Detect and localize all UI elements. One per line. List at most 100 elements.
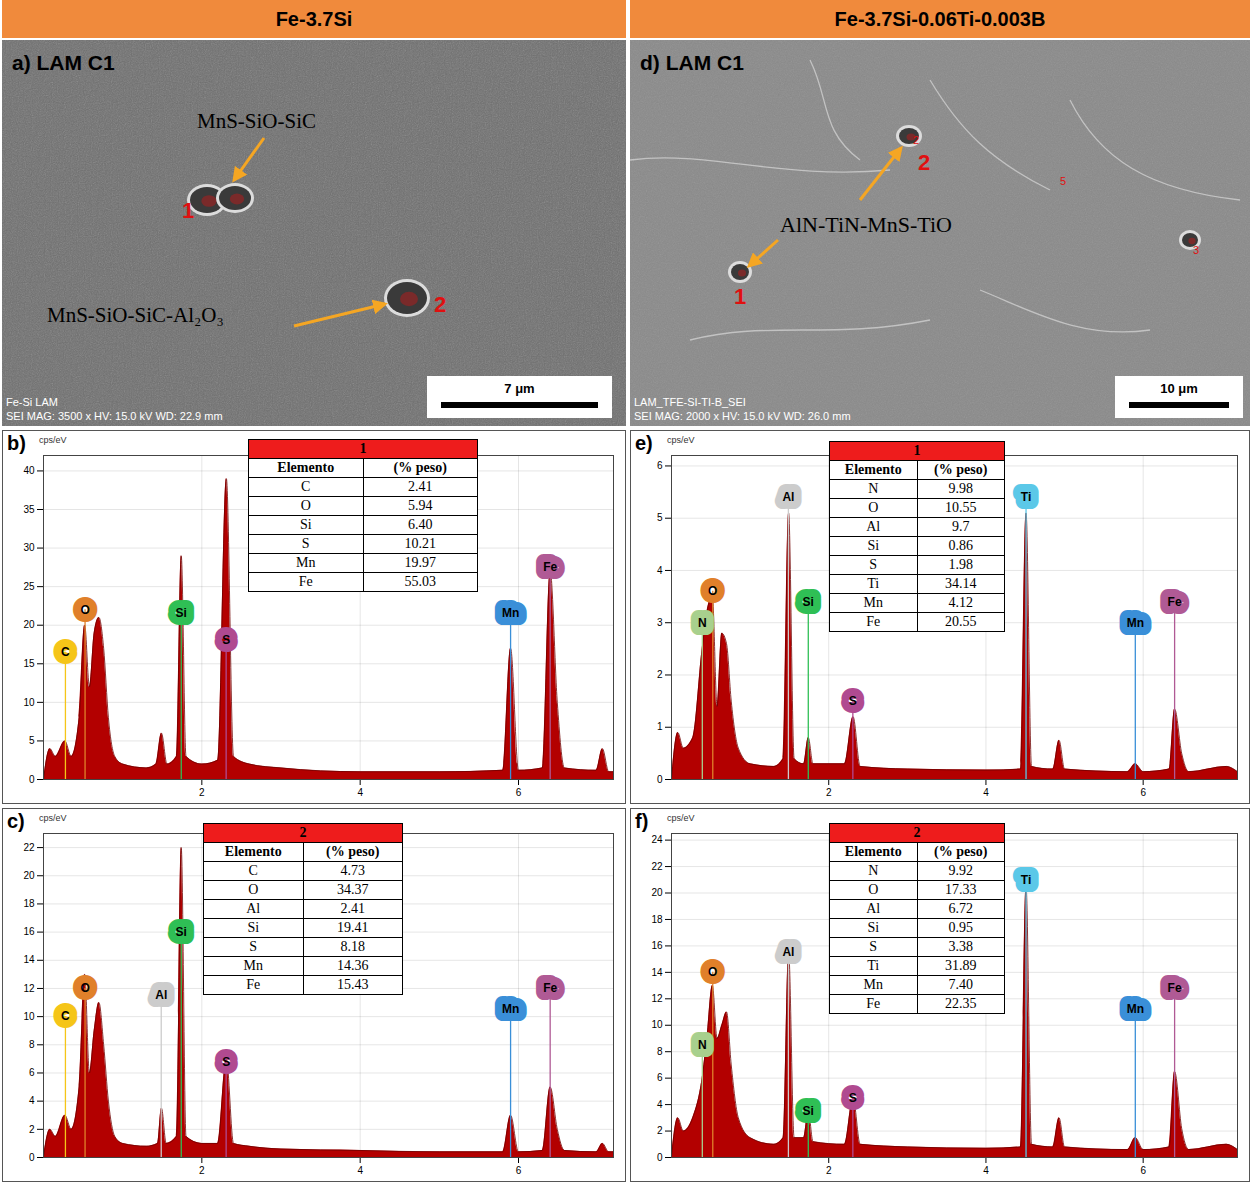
svg-text:SEI MAG: 3500 x HV: 15.0 kV WD: SEI MAG: 3500 x HV: 15.0 kV WD: 22.9 mm [6, 410, 223, 422]
svg-text:4: 4 [357, 1165, 363, 1176]
svg-text:2: 2 [199, 1165, 205, 1176]
svg-text:18: 18 [23, 898, 35, 909]
svg-text:4: 4 [657, 565, 663, 576]
svg-text:5: 5 [29, 735, 35, 746]
svg-text:6: 6 [1140, 1165, 1146, 1176]
svg-text:16: 16 [651, 940, 663, 951]
svg-text:12: 12 [651, 993, 663, 1004]
svg-text:5: 5 [1060, 175, 1066, 187]
svg-text:35: 35 [23, 504, 35, 515]
svg-text:22: 22 [651, 861, 663, 872]
svg-text:20: 20 [651, 887, 663, 898]
svg-text:Al: Al [782, 945, 794, 959]
svg-text:2: 2 [826, 787, 832, 798]
svg-text:14: 14 [651, 967, 663, 978]
svg-text:10 μm: 10 μm [1160, 381, 1198, 396]
svg-text:O: O [80, 981, 89, 995]
svg-text:3: 3 [657, 617, 663, 628]
svg-text:Si: Si [176, 606, 187, 620]
svg-text:4: 4 [357, 787, 363, 798]
svg-text:Fe: Fe [543, 560, 557, 574]
svg-text:2: 2 [199, 787, 205, 798]
svg-text:16: 16 [23, 926, 35, 937]
svg-text:Fe: Fe [1168, 981, 1182, 995]
svg-text:a) LAM C1: a) LAM C1 [12, 51, 115, 74]
svg-text:N: N [698, 616, 707, 630]
svg-text:30: 30 [23, 542, 35, 553]
svg-text:4: 4 [29, 1095, 35, 1106]
svg-text:14: 14 [23, 954, 35, 965]
svg-text:4: 4 [657, 1099, 663, 1110]
svg-text:20: 20 [23, 619, 35, 630]
svg-text:O: O [708, 965, 717, 979]
svg-text:0: 0 [657, 1152, 663, 1163]
svg-text:Fe-Si LAM: Fe-Si LAM [6, 396, 58, 408]
svg-text:Mn: Mn [1127, 616, 1144, 630]
svg-text:O: O [80, 603, 89, 617]
svg-text:Si: Si [803, 1104, 814, 1118]
svg-text:0: 0 [29, 774, 35, 785]
svg-text:6: 6 [29, 1067, 35, 1078]
svg-text:0: 0 [29, 1152, 35, 1163]
svg-text:AlN-TiN-MnS-TiO: AlN-TiN-MnS-TiO [780, 212, 952, 237]
svg-text:6: 6 [657, 460, 663, 471]
svg-text:2: 2 [29, 1124, 35, 1135]
svg-text:6: 6 [1140, 787, 1146, 798]
svg-text:2: 2 [657, 1125, 663, 1136]
svg-text:SEI MAG: 2000 x HV: 15.0 kV WD: SEI MAG: 2000 x HV: 15.0 kV WD: 26.0 mm [634, 410, 851, 422]
svg-text:O: O [708, 584, 717, 598]
svg-text:15: 15 [23, 658, 35, 669]
svg-text:8: 8 [29, 1039, 35, 1050]
svg-text:Al: Al [782, 490, 794, 504]
svg-text:10: 10 [651, 1019, 663, 1030]
svg-text:S: S [849, 1091, 857, 1105]
svg-text:d) LAM C1: d) LAM C1 [640, 51, 744, 74]
svg-text:Mn: Mn [502, 1002, 519, 1016]
svg-text:12: 12 [23, 983, 35, 994]
svg-text:S: S [849, 694, 857, 708]
svg-text:10: 10 [23, 1011, 35, 1022]
svg-text:8: 8 [657, 1046, 663, 1057]
svg-text:1: 1 [182, 198, 194, 223]
svg-text:Ti: Ti [1021, 873, 1031, 887]
svg-text:C: C [61, 1009, 70, 1023]
svg-text:2: 2 [913, 134, 919, 146]
svg-text:MnS-SiO-SiC: MnS-SiO-SiC [197, 109, 316, 133]
svg-text:5: 5 [657, 512, 663, 523]
svg-text:C: C [61, 645, 70, 659]
svg-text:Mn: Mn [502, 606, 519, 620]
svg-text:6: 6 [516, 1165, 522, 1176]
svg-text:S: S [222, 1055, 230, 1069]
svg-text:LAM_TFE-SI-TI-B_SEI: LAM_TFE-SI-TI-B_SEI [634, 396, 746, 408]
svg-text:Al: Al [155, 988, 167, 1002]
svg-text:7 μm: 7 μm [504, 381, 534, 396]
svg-text:4: 4 [983, 1165, 989, 1176]
svg-text:Si: Si [176, 925, 187, 939]
svg-text:2: 2 [918, 150, 930, 175]
svg-text:Mn: Mn [1127, 1002, 1144, 1016]
svg-text:1: 1 [657, 721, 663, 732]
svg-text:1: 1 [734, 284, 746, 309]
svg-text:MnS-SiO-SiC-Al₂O₃: MnS-SiO-SiC-Al₂O₃ [47, 303, 224, 327]
svg-text:S: S [222, 633, 230, 647]
svg-text:18: 18 [651, 914, 663, 925]
svg-text:2: 2 [434, 292, 446, 317]
svg-text:25: 25 [23, 581, 35, 592]
svg-text:N: N [698, 1038, 707, 1052]
svg-text:0: 0 [657, 774, 663, 785]
svg-text:20: 20 [23, 870, 35, 881]
svg-text:10: 10 [23, 697, 35, 708]
svg-text:2: 2 [657, 669, 663, 680]
svg-text:4: 4 [983, 787, 989, 798]
svg-text:6: 6 [516, 787, 522, 798]
svg-text:6: 6 [657, 1072, 663, 1083]
svg-text:3: 3 [1193, 244, 1199, 256]
svg-text:Fe: Fe [543, 981, 557, 995]
svg-text:2: 2 [826, 1165, 832, 1176]
svg-text:Fe: Fe [1168, 595, 1182, 609]
svg-text:24: 24 [651, 834, 663, 845]
svg-text:Ti: Ti [1021, 490, 1031, 504]
svg-text:40: 40 [23, 465, 35, 476]
svg-text:Si: Si [803, 595, 814, 609]
svg-text:22: 22 [23, 842, 35, 853]
